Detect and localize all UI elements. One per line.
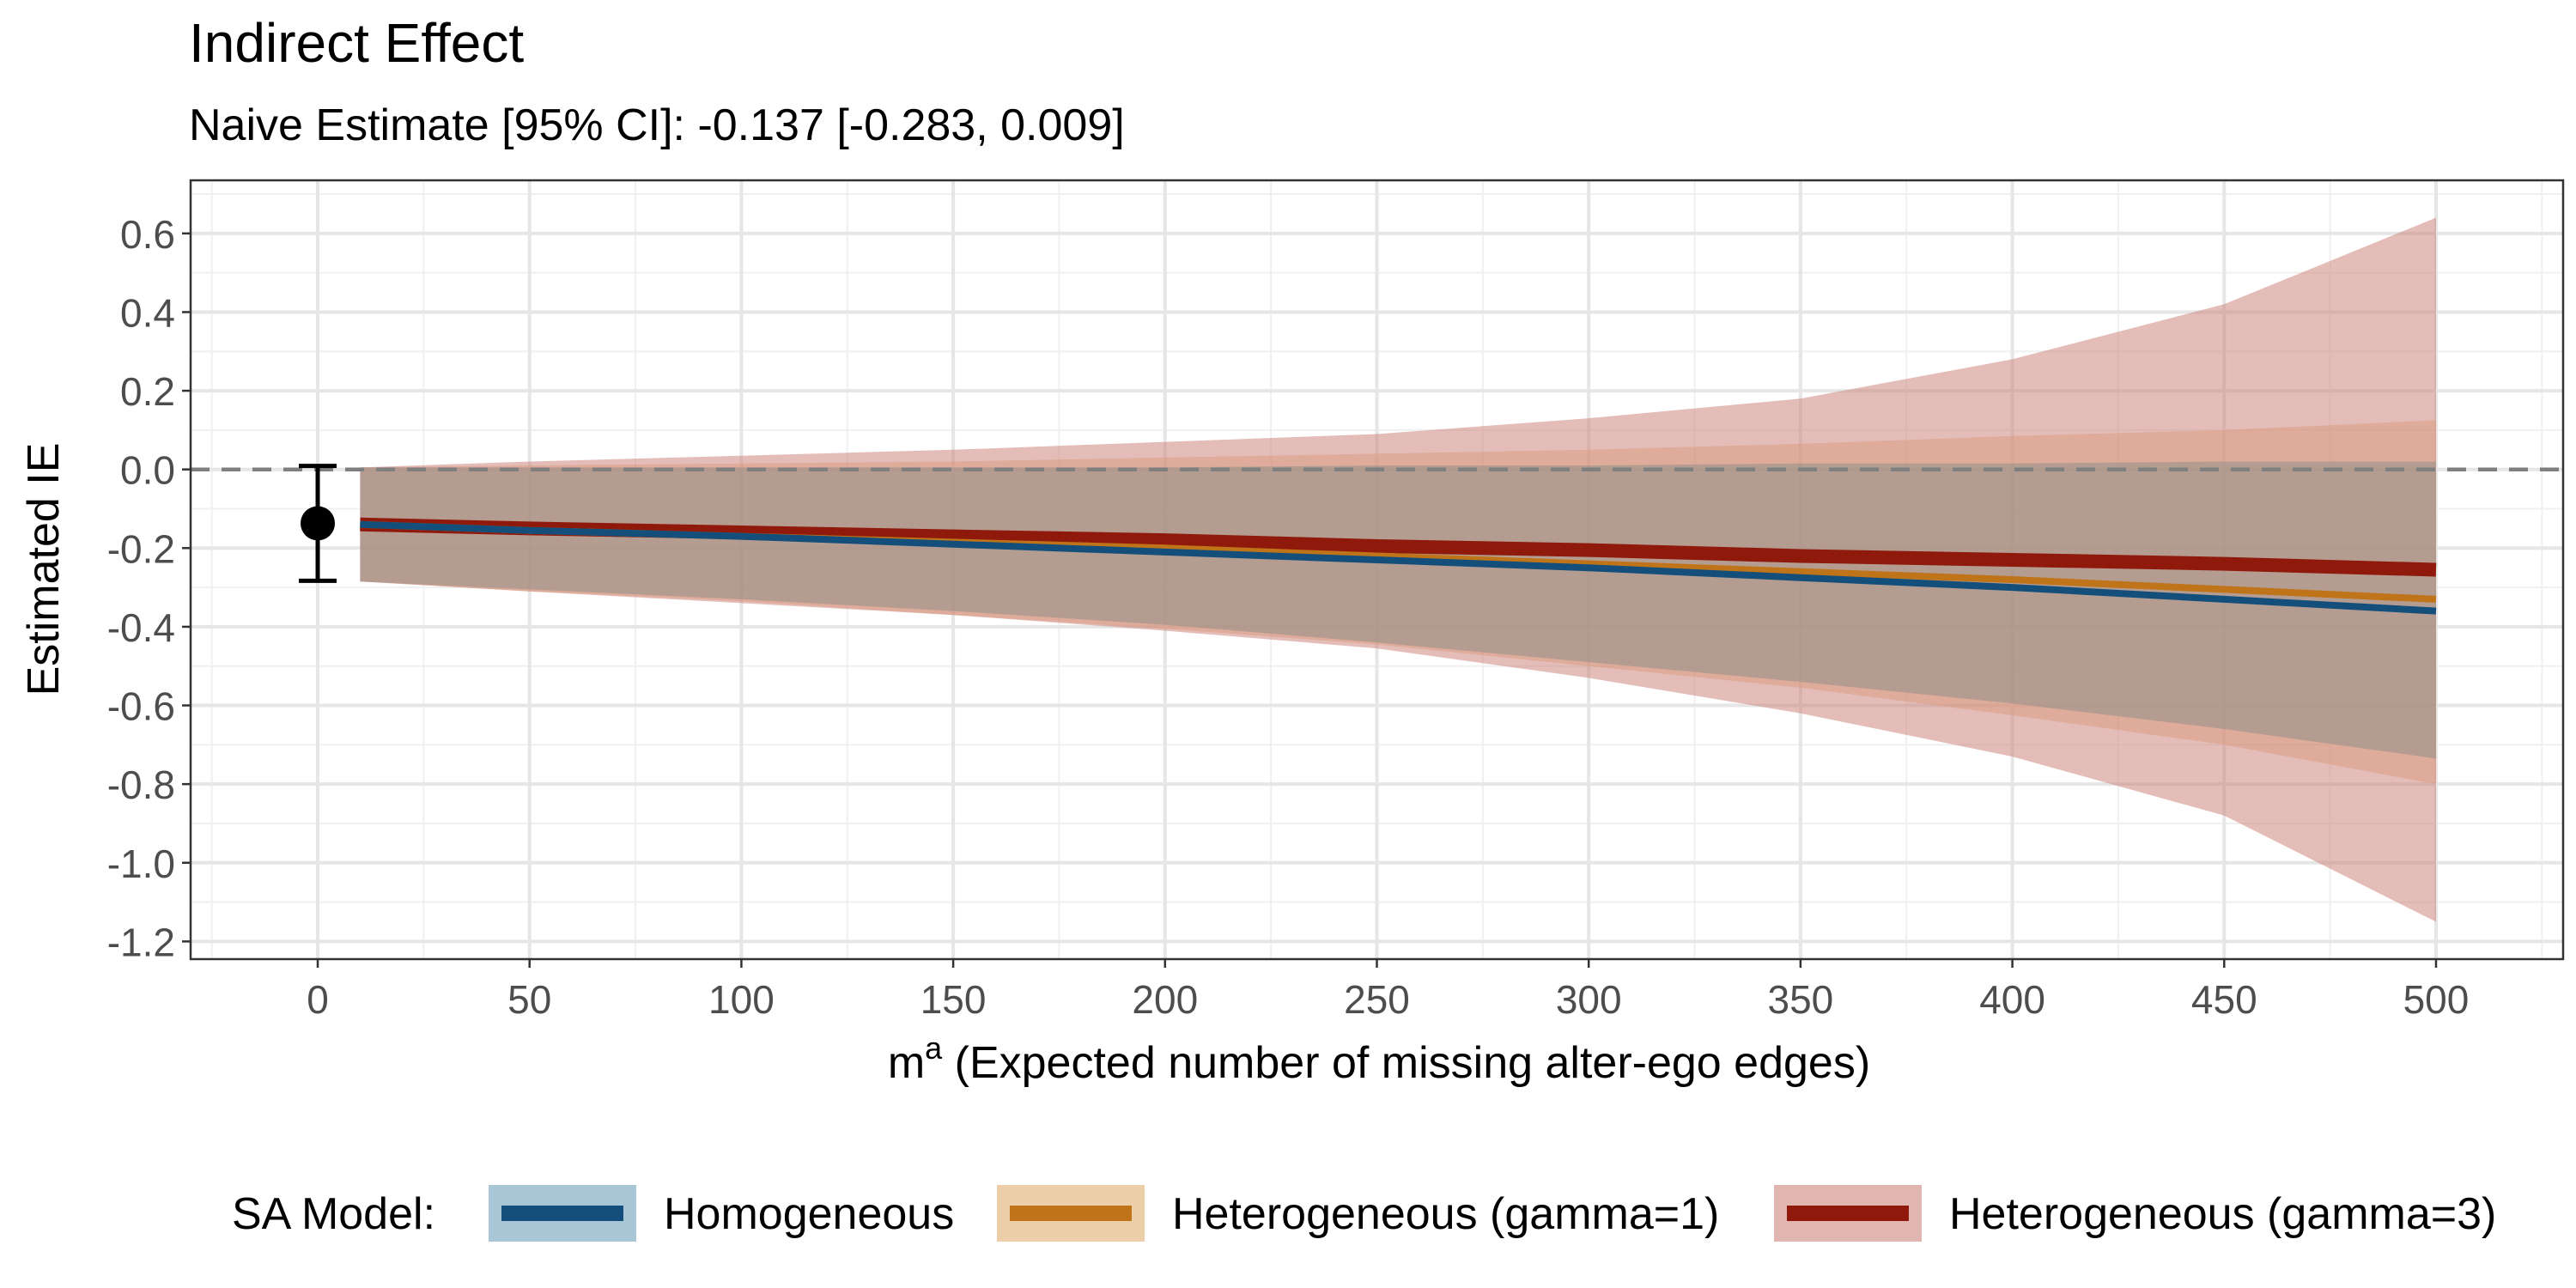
- legend-title: SA Model:: [232, 1189, 435, 1239]
- estimate-line-series-2: [360, 520, 2437, 615]
- legend-label-homogeneous: Homogeneous: [664, 1189, 954, 1239]
- x-tick-label: 250: [1344, 977, 1410, 1022]
- y-tick-label: -0.4: [107, 605, 175, 650]
- x-tick-label: 500: [2403, 977, 2470, 1022]
- y-axis: 0.6 0.4 0.2 0.0 -0.2 -0.4 -0.6 -0.8 -1.0 -1.2: [107, 212, 191, 964]
- legend-item-heterogeneous-gamma-3: Heterogeneous (gamma=3): [1774, 1185, 2496, 1242]
- y-tick-label: -0.8: [107, 762, 175, 807]
- x-tick-label: 0: [307, 977, 329, 1022]
- y-tick-label: -1.2: [107, 920, 175, 964]
- y-tick-label: -1.0: [107, 841, 175, 886]
- y-tick-label: -0.2: [107, 526, 175, 571]
- y-tick-label: 0.6: [120, 212, 175, 257]
- estimate-lines: [360, 517, 2437, 615]
- x-axis-label: ma (Expected number of missing alter-ego…: [888, 1030, 1870, 1088]
- chart-subtitle: Naive Estimate [95% CI]: -0.137 [-0.283,…: [189, 100, 1125, 150]
- x-tick-label: 200: [1132, 977, 1198, 1022]
- legend-item-homogeneous: Homogeneous: [489, 1185, 954, 1242]
- y-tick-label: 0.2: [120, 369, 175, 414]
- y-tick-label: 0.0: [120, 448, 175, 493]
- x-tick-label: 50: [507, 977, 551, 1022]
- y-tick-label: 0.4: [120, 290, 175, 335]
- x-tick-label: 100: [708, 977, 775, 1022]
- x-tick-label: 150: [920, 977, 987, 1022]
- x-axis-label-base: m: [888, 1038, 925, 1088]
- legend-item-heterogeneous-gamma-1: Heterogeneous (gamma=1): [997, 1185, 1719, 1242]
- chart-title: Indirect Effect: [189, 12, 524, 74]
- x-axis-label-rest: (Expected number of missing alter-ego ed…: [942, 1038, 1870, 1088]
- x-tick-label: 350: [1768, 977, 1834, 1022]
- x-axis-label-superscript: a: [925, 1030, 943, 1066]
- legend-label-heterogeneous-gamma-3: Heterogeneous (gamma=3): [1949, 1189, 2496, 1239]
- x-tick-label: 300: [1556, 977, 1622, 1022]
- naive-estimate: [299, 464, 337, 583]
- x-axis: 0 50 100 150 200 250 300 350 400 450 500: [307, 959, 2469, 1022]
- x-tick-label: 400: [1979, 977, 2045, 1022]
- naive-estimate-point: [301, 506, 336, 541]
- x-tick-label: 450: [2191, 977, 2257, 1022]
- y-tick-label: -0.6: [107, 684, 175, 729]
- legend-label-heterogeneous-gamma-1: Heterogeneous (gamma=1): [1172, 1189, 1719, 1239]
- y-axis-label: Estimated IE: [19, 443, 69, 696]
- legend: SA Model: Homogeneous Heterogeneous (gam…: [232, 1185, 2496, 1242]
